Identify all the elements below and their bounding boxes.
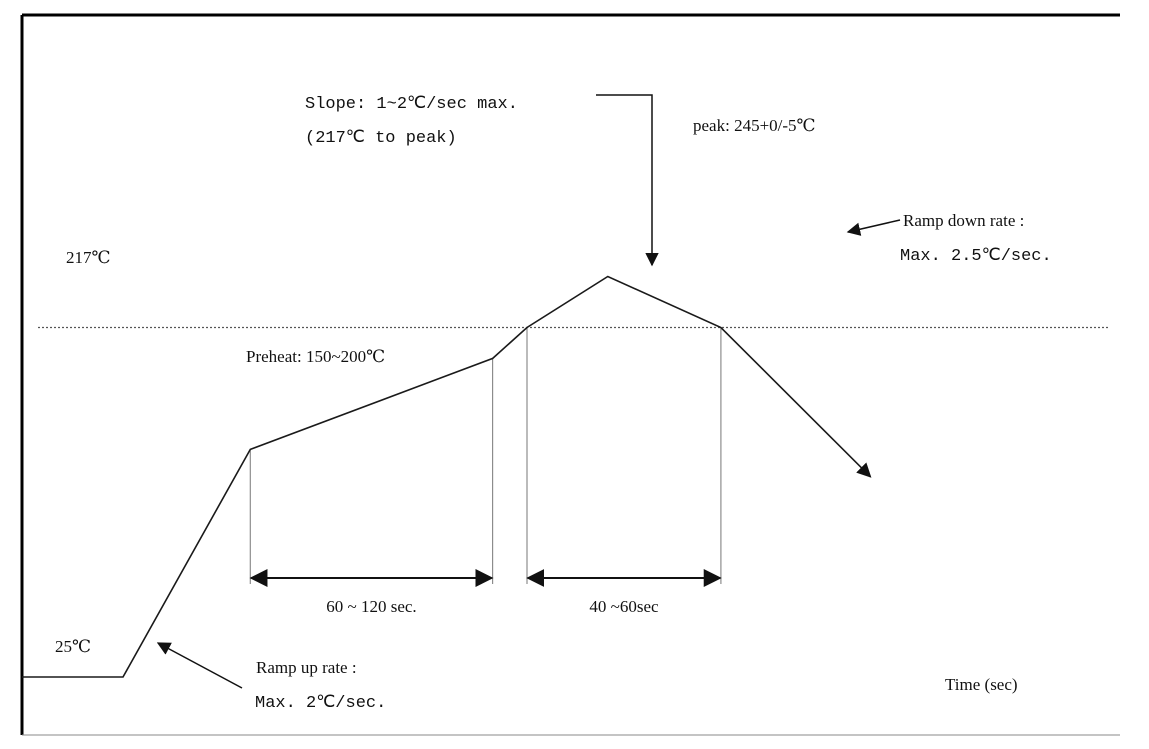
preheat-annotation: Preheat: 150~200℃ [246,347,385,366]
interval-label-1: 40 ~60sec [589,597,659,616]
ramp-down-annotation-line1: Ramp down rate : [903,211,1024,230]
slope-pointer-arrow [596,94,659,267]
ramp-down-annotation-line2: Max. 2.5℃/sec. [900,247,1052,266]
interval-guides [249,327,722,584]
peak-annotation: peak: 245+0/-5℃ [693,116,816,135]
reference-label-217: 217℃ [66,248,111,267]
interval-label-0: 60 ~ 120 sec. [326,597,416,616]
ramp-up-pointer-arrow [156,642,243,689]
slope-annotation-line2: (217℃ to peak) [305,129,457,148]
profile-curve [22,275,872,678]
x-axis-label: Time (sec) [945,675,1018,694]
interval-arrows: 60 ~ 120 sec. 40 ~60sec [249,569,722,616]
ramp-up-annotation-line1: Ramp up rate : [256,658,357,677]
ramp-down-pointer-arrow [846,219,901,236]
baseline-label-25: 25℃ [55,637,91,656]
ramp-up-annotation-line2: Max. 2℃/sec. [255,694,386,713]
slope-annotation-line1: Slope: 1~2℃/sec max. [305,95,518,114]
